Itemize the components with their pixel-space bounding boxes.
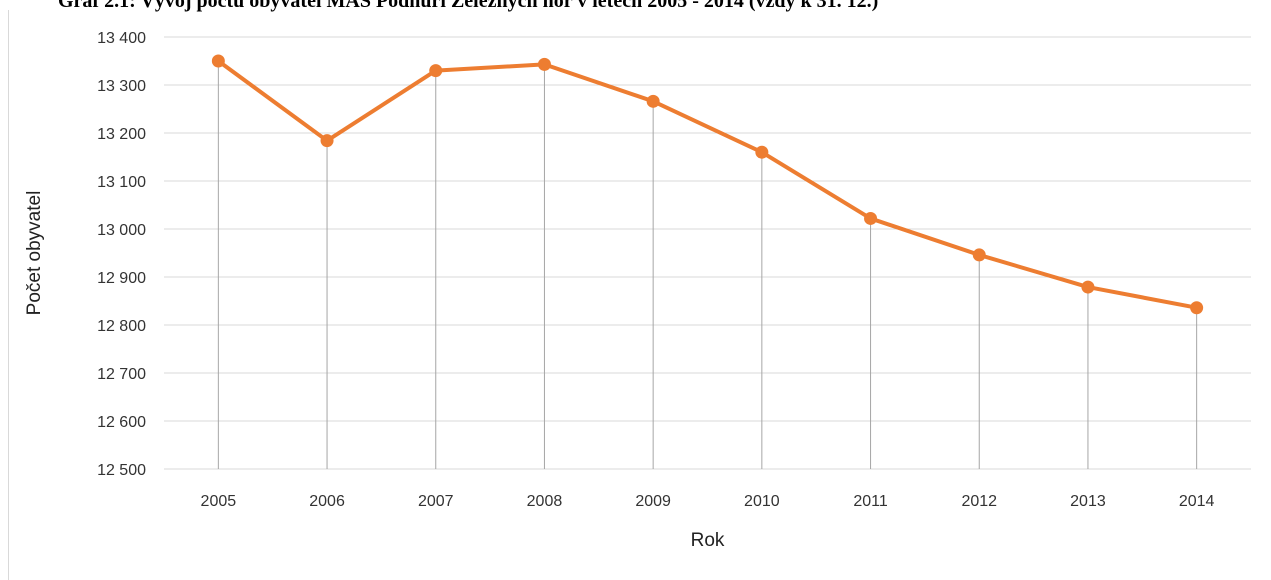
data-point [755, 145, 769, 159]
y-tick-label: 12 700 [97, 366, 146, 383]
y-tick-labels: 12 500 12 600 12 700 12 800 12 900 13 000 13 1… [97, 30, 146, 479]
x-tick-label: 2014 [1179, 493, 1215, 510]
data-point [1190, 301, 1204, 315]
drop-lines [217, 61, 1198, 469]
y-tick-label: 12 500 [97, 462, 146, 479]
x-tick-label: 2007 [418, 493, 454, 510]
data-point [646, 94, 660, 108]
y-tick-label: 12 600 [97, 414, 146, 431]
data-point [429, 64, 443, 78]
y-tick-label: 12 800 [97, 318, 146, 335]
data-point [864, 211, 878, 225]
y-tick-label: 13 000 [97, 222, 146, 239]
gridlines [164, 36, 1251, 470]
x-tick-label: 2009 [635, 493, 671, 510]
series-line-path [216, 59, 1199, 310]
chart-title: Graf 2.1: Vývoj počtu obyvatel MAS Podhů… [58, 0, 879, 12]
y-tick-label: 13 200 [97, 126, 146, 143]
y-tick-label: 13 400 [97, 30, 146, 47]
chart-frame [8, 10, 1270, 580]
x-axis-label: Rok [691, 530, 725, 551]
y-axis-label: Počet obyvatel [24, 191, 45, 316]
x-tick-label: 2011 [853, 493, 888, 510]
data-points [211, 54, 1204, 315]
y-tick-label: 12 900 [97, 270, 146, 287]
data-point [320, 134, 334, 148]
series-line [216, 59, 1199, 310]
data-point [972, 248, 986, 262]
x-tick-labels: 2005 2006 2007 2008 2009 2010 2011 2012 2013 2014 [201, 493, 1215, 510]
x-tick-label: 2006 [309, 493, 345, 510]
data-point [1081, 280, 1095, 294]
x-tick-label: 2008 [527, 493, 563, 510]
x-tick-label: 2013 [1070, 493, 1106, 510]
data-point [537, 57, 551, 71]
y-tick-label: 13 100 [97, 174, 146, 191]
y-tick-label: 13 300 [97, 78, 146, 95]
data-point [211, 54, 225, 68]
x-tick-label: 2005 [201, 493, 237, 510]
x-tick-label: 2012 [961, 493, 997, 510]
x-tick-label: 2010 [744, 493, 780, 510]
